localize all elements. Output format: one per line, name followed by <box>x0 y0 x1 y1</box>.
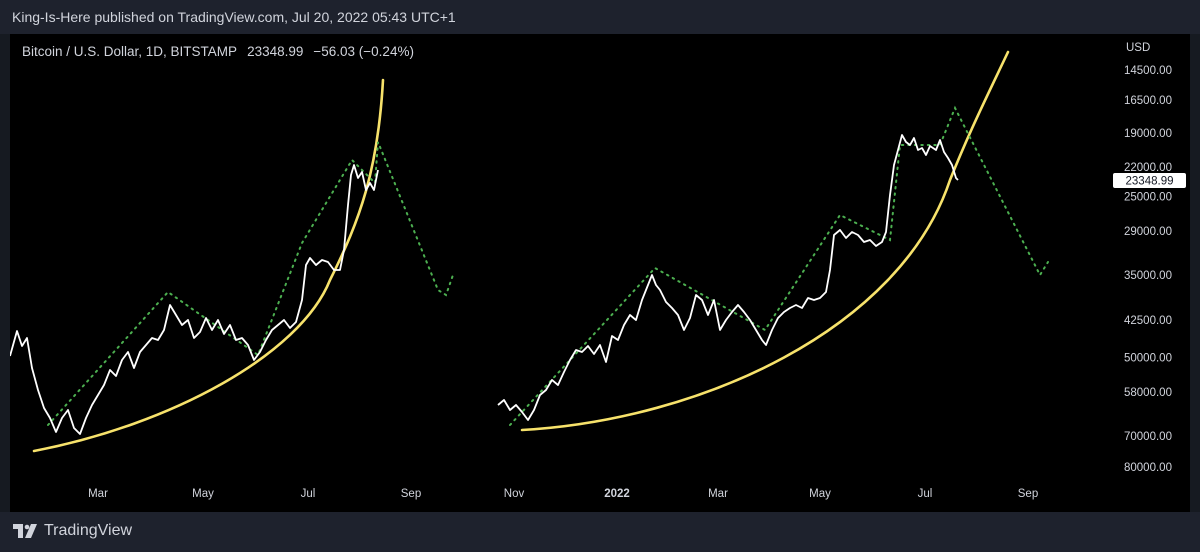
y-tick-label: 42500.00 <box>1124 315 1172 327</box>
chart-area[interactable]: Bitcoin / U.S. Dollar, 1D, BITSTAMP 23348… <box>9 34 1190 512</box>
last-price-label: 23348.99 <box>1126 176 1174 188</box>
y-tick-label: 70000.00 <box>1124 431 1172 443</box>
y-tick-label: 19000.00 <box>1124 128 1172 140</box>
price-chart[interactable]: Bitcoin / U.S. Dollar, 1D, BITSTAMP 23348… <box>9 34 1190 512</box>
y-tick-label: 35000.00 <box>1124 270 1172 282</box>
projection-path <box>509 105 1049 426</box>
x-tick-label: May <box>192 488 214 500</box>
x-tick-label: Nov <box>504 488 525 500</box>
publish-info: King-Is-Here published on TradingView.co… <box>12 9 456 25</box>
x-tick-label: Mar <box>708 488 728 500</box>
x-tick-label: May <box>809 488 831 500</box>
y-tick-label: 58000.00 <box>1124 387 1172 399</box>
parabolic-curve <box>520 50 1010 432</box>
brand[interactable]: TradingView <box>12 522 132 540</box>
publish-header: King-Is-Here published on TradingView.co… <box>0 0 1200 34</box>
x-tick-label: 2022 <box>604 488 630 500</box>
y-tick-label: 14500.00 <box>1124 65 1172 77</box>
x-tick-label: Mar <box>88 488 108 500</box>
y-tick-label: 22000.00 <box>1124 162 1172 174</box>
x-tick-label: Jul <box>301 488 316 500</box>
last-price-label-box <box>1113 173 1186 188</box>
parabolic-curve <box>32 78 385 453</box>
projection-layer <box>47 105 1049 426</box>
x-tick-label: Jul <box>918 488 933 500</box>
y-axis-unit: USD <box>1126 42 1150 54</box>
symbol-name: Bitcoin / U.S. Dollar, 1D, BITSTAMP <box>22 44 237 59</box>
y-tick-label: 50000.00 <box>1124 353 1172 365</box>
curves-layer <box>32 50 1010 453</box>
y-tick-label: 16500.00 <box>1124 95 1172 107</box>
last-price: 23348.99 <box>247 44 303 59</box>
price-series-line <box>9 164 379 435</box>
price-change: −56.03 (−0.24%) <box>313 44 414 59</box>
y-tick-label: 25000.00 <box>1124 192 1172 204</box>
x-axis: Mar May Jul Sep Nov 2022 Mar May Jul Sep <box>88 488 1038 500</box>
brand-name: TradingView <box>44 522 133 539</box>
y-tick-label: 29000.00 <box>1124 226 1172 238</box>
x-tick-label: Sep <box>401 488 421 500</box>
y-axis: 14500.00 16500.00 19000.00 22000.00 25000.00… <box>1124 65 1172 474</box>
footer: TradingView <box>0 512 1200 552</box>
tradingview-logo-icon <box>13 524 37 538</box>
x-tick-label: Sep <box>1018 488 1038 500</box>
y-tick-label: 80000.00 <box>1124 462 1172 474</box>
price-layer <box>9 134 959 435</box>
price-series-line <box>497 134 959 421</box>
projection-path <box>47 141 454 426</box>
symbol-info: Bitcoin / U.S. Dollar, 1D, BITSTAMP 23348… <box>22 44 414 59</box>
last-price-label-group: 23348.99 <box>1113 173 1186 188</box>
